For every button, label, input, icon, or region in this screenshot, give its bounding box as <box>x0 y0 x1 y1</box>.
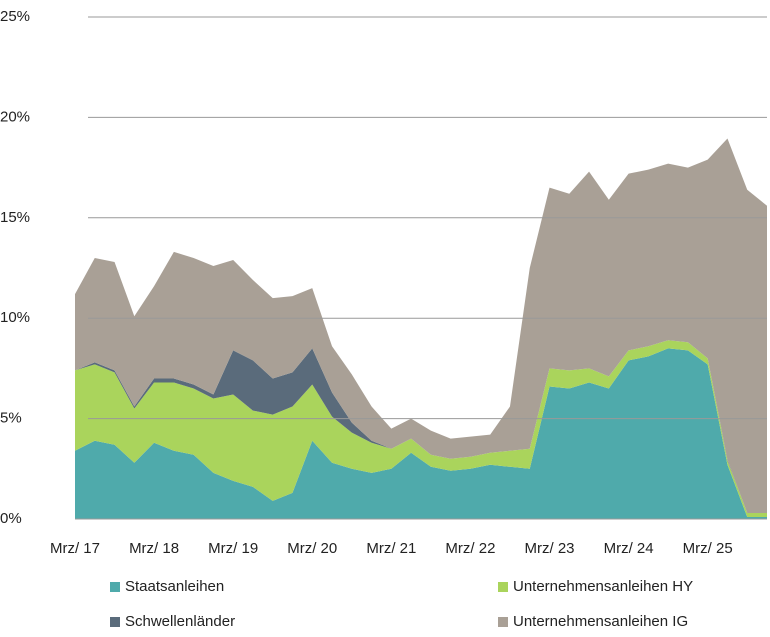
legend-label: Staatsanleihen <box>125 578 224 595</box>
y-tick-label: 5% <box>0 410 22 427</box>
area <box>75 340 767 517</box>
legend-swatch <box>110 582 120 592</box>
x-tick-label: Mrz/ 21 <box>366 540 416 557</box>
x-tick-label: Mrz/ 17 <box>50 540 100 557</box>
y-tick-label: 20% <box>0 108 30 125</box>
x-tick-label: Mrz/ 18 <box>129 540 179 557</box>
legend-swatch <box>498 582 508 592</box>
legend-swatch <box>498 617 508 627</box>
x-tick-label: Mrz/ 22 <box>445 540 495 557</box>
x-tick-label: Mrz/ 25 <box>683 540 733 557</box>
legend-label: Unternehmensanleihen HY <box>513 578 693 595</box>
y-tick-label: 0% <box>0 510 22 527</box>
x-tick-label: Mrz/ 23 <box>525 540 575 557</box>
x-tick-label: Mrz/ 24 <box>604 540 654 557</box>
y-tick-label: 10% <box>0 309 30 326</box>
y-tick-label: 25% <box>0 8 30 25</box>
area <box>75 138 767 513</box>
legend-label: Unternehmensanleihen IG <box>513 613 688 630</box>
legend-swatch <box>110 617 120 627</box>
area <box>75 348 767 519</box>
area <box>75 340 767 513</box>
y-tick-label: 15% <box>0 209 30 226</box>
x-tick-label: Mrz/ 19 <box>208 540 258 557</box>
x-tick-label: Mrz/ 20 <box>287 540 337 557</box>
legend-label: Schwellenländer <box>125 613 235 630</box>
